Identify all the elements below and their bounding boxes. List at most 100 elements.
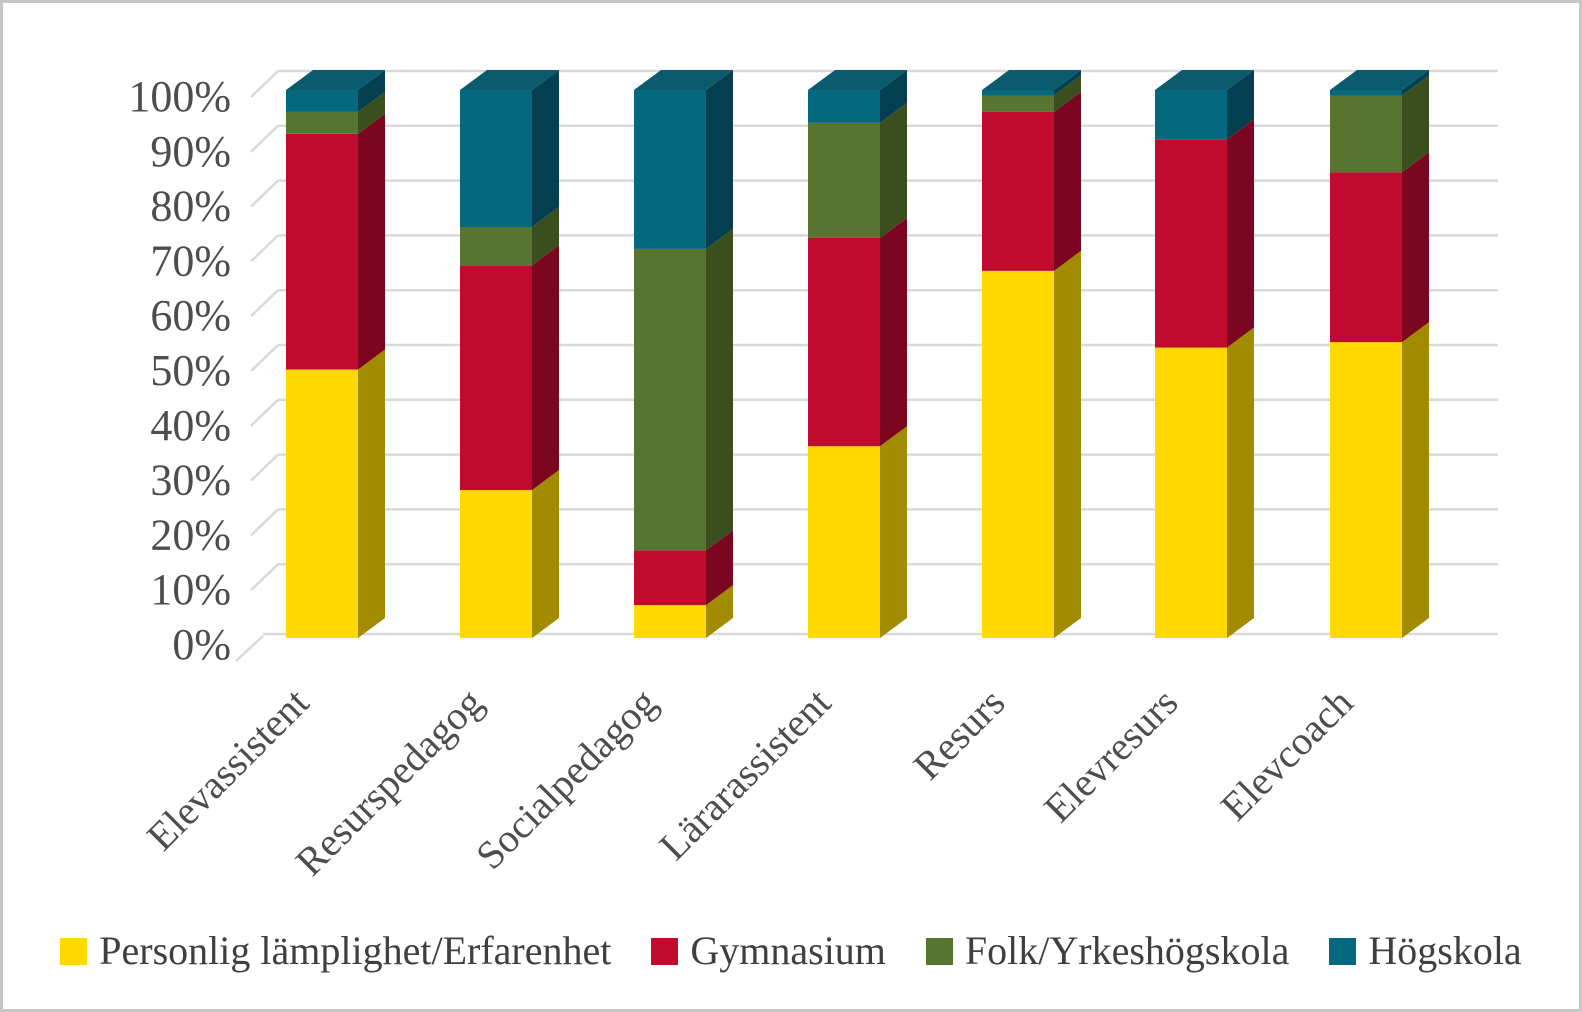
bar-segment	[1155, 139, 1227, 348]
bar-segment-side	[1227, 70, 1254, 140]
bar-segment-side	[532, 70, 559, 227]
bar-segment	[634, 248, 706, 551]
bar-segment	[808, 237, 880, 447]
category-label: Lärarassistent	[650, 680, 839, 869]
y-tick-label: 10%	[150, 565, 231, 614]
bar-lärarassistent	[808, 70, 907, 638]
bar-elevcoach	[1330, 70, 1429, 638]
bar-segment	[634, 550, 706, 606]
legend-item: Personlig lämplighet/Erfarenhet	[60, 931, 611, 971]
bar-segment-side	[706, 530, 733, 606]
legend-swatch-icon	[1329, 937, 1357, 965]
bar-segment-side	[532, 245, 559, 491]
y-tick-label: 100%	[128, 72, 231, 121]
bar-segment-side	[706, 70, 733, 249]
bar-segment	[460, 90, 532, 227]
bar-segment-side	[1227, 327, 1254, 638]
y-tick-label: 80%	[150, 182, 231, 231]
bar-segment-side	[1054, 70, 1081, 96]
legend-item: Högskola	[1329, 928, 1522, 973]
bar-segment-side	[880, 426, 907, 638]
bar-segment	[460, 490, 532, 638]
bar-segment-side	[1402, 322, 1429, 638]
bar-segment	[634, 90, 706, 249]
bar-segment-side	[358, 113, 385, 370]
y-tick-label: 20%	[150, 510, 231, 559]
bar-segment-side	[358, 349, 385, 638]
y-tick-label: 50%	[150, 346, 231, 395]
bar-segment-side	[1402, 70, 1429, 96]
bar-segment-side	[880, 217, 907, 447]
bar-segment-side	[1402, 152, 1429, 343]
bar-segment-side	[880, 102, 907, 238]
y-tick-label: 40%	[150, 401, 231, 450]
bar-resurspedagog	[460, 70, 559, 638]
bar-segment	[1330, 172, 1402, 343]
bar-segment	[982, 111, 1054, 271]
bar-segment	[1330, 95, 1402, 173]
bar-segment	[286, 133, 358, 370]
bar-segment-top	[982, 70, 1081, 90]
stacked-bar-chart: 0% 10% 20% 30% 40% 50% 60% 70% 80% 90% 100% Elevass…	[128, 69, 1498, 885]
bar-segment-side	[358, 91, 385, 134]
legend-label: Gymnasium	[690, 928, 886, 973]
bar-segment-side	[532, 470, 559, 638]
y-tick-label: 70%	[150, 236, 231, 285]
bar-segment	[286, 369, 358, 638]
bar-segment-side	[358, 70, 385, 112]
y-tick-label: 30%	[150, 456, 231, 505]
bar-segment	[460, 265, 532, 491]
bar-segment-top	[1330, 70, 1429, 90]
bar-segment	[982, 95, 1054, 112]
bar-segment-side	[1054, 91, 1081, 271]
category-label: Resurs	[905, 680, 1014, 789]
bar-segment-side	[1402, 75, 1429, 173]
legend-item: Gymnasium	[651, 931, 886, 971]
bar-segment	[460, 227, 532, 266]
legend: Personlig lämplighet/Erfarenhet Gymnasium…	[3, 919, 1579, 983]
bar-segment-top	[634, 70, 733, 90]
legend-item: Folk/Yrkeshögskola	[925, 928, 1290, 973]
bar-segment	[808, 446, 880, 638]
bar-segment-top	[286, 70, 385, 90]
legend-swatch-icon	[651, 937, 679, 965]
legend-swatch-icon	[60, 937, 88, 965]
category-label: Elevcoach	[1212, 680, 1362, 830]
bar-segment-side	[1054, 75, 1081, 112]
bar-segment	[982, 270, 1054, 638]
bar-segment-side	[706, 585, 733, 638]
bar-segment	[982, 90, 1054, 96]
bar-segment-side	[880, 70, 907, 123]
bar-elevresurs	[1155, 70, 1254, 638]
bar-segment-top	[460, 70, 559, 90]
category-label: Elevassistent	[138, 680, 318, 860]
y-tick-label: 60%	[150, 291, 231, 340]
bar-segment	[808, 90, 880, 123]
bar-elevassistent	[286, 70, 385, 638]
legend-label: Folk/Yrkeshögskola	[964, 928, 1290, 973]
bar-segment	[1155, 90, 1227, 140]
bar-segment-top	[808, 70, 907, 90]
bar-segment-side	[532, 207, 559, 266]
bar-segment	[286, 90, 358, 112]
bar-segment-side	[1054, 250, 1081, 638]
bar-segment	[1330, 342, 1402, 638]
category-label: Socialpedagog	[467, 680, 665, 878]
legend-label: Personlig lämplighet/Erfarenhet	[99, 928, 612, 973]
bar-socialpedagog	[634, 70, 733, 638]
legend-label: Högskola	[1368, 928, 1522, 973]
bar-segment	[1155, 347, 1227, 638]
bar-segment	[634, 605, 706, 638]
bar-segment-top	[1155, 70, 1254, 90]
bar-segment	[808, 122, 880, 238]
bar-segment-side	[1227, 119, 1254, 348]
y-tick-label: 90%	[150, 127, 231, 176]
y-tick-label: 0%	[172, 620, 231, 669]
bar-segment	[286, 111, 358, 134]
bar-segment-side	[706, 228, 733, 551]
legend-swatch-icon	[925, 937, 953, 965]
bar-resurs	[982, 70, 1081, 638]
category-label: Elevresurs	[1035, 680, 1186, 831]
category-label: Resurspedagog	[287, 680, 492, 885]
